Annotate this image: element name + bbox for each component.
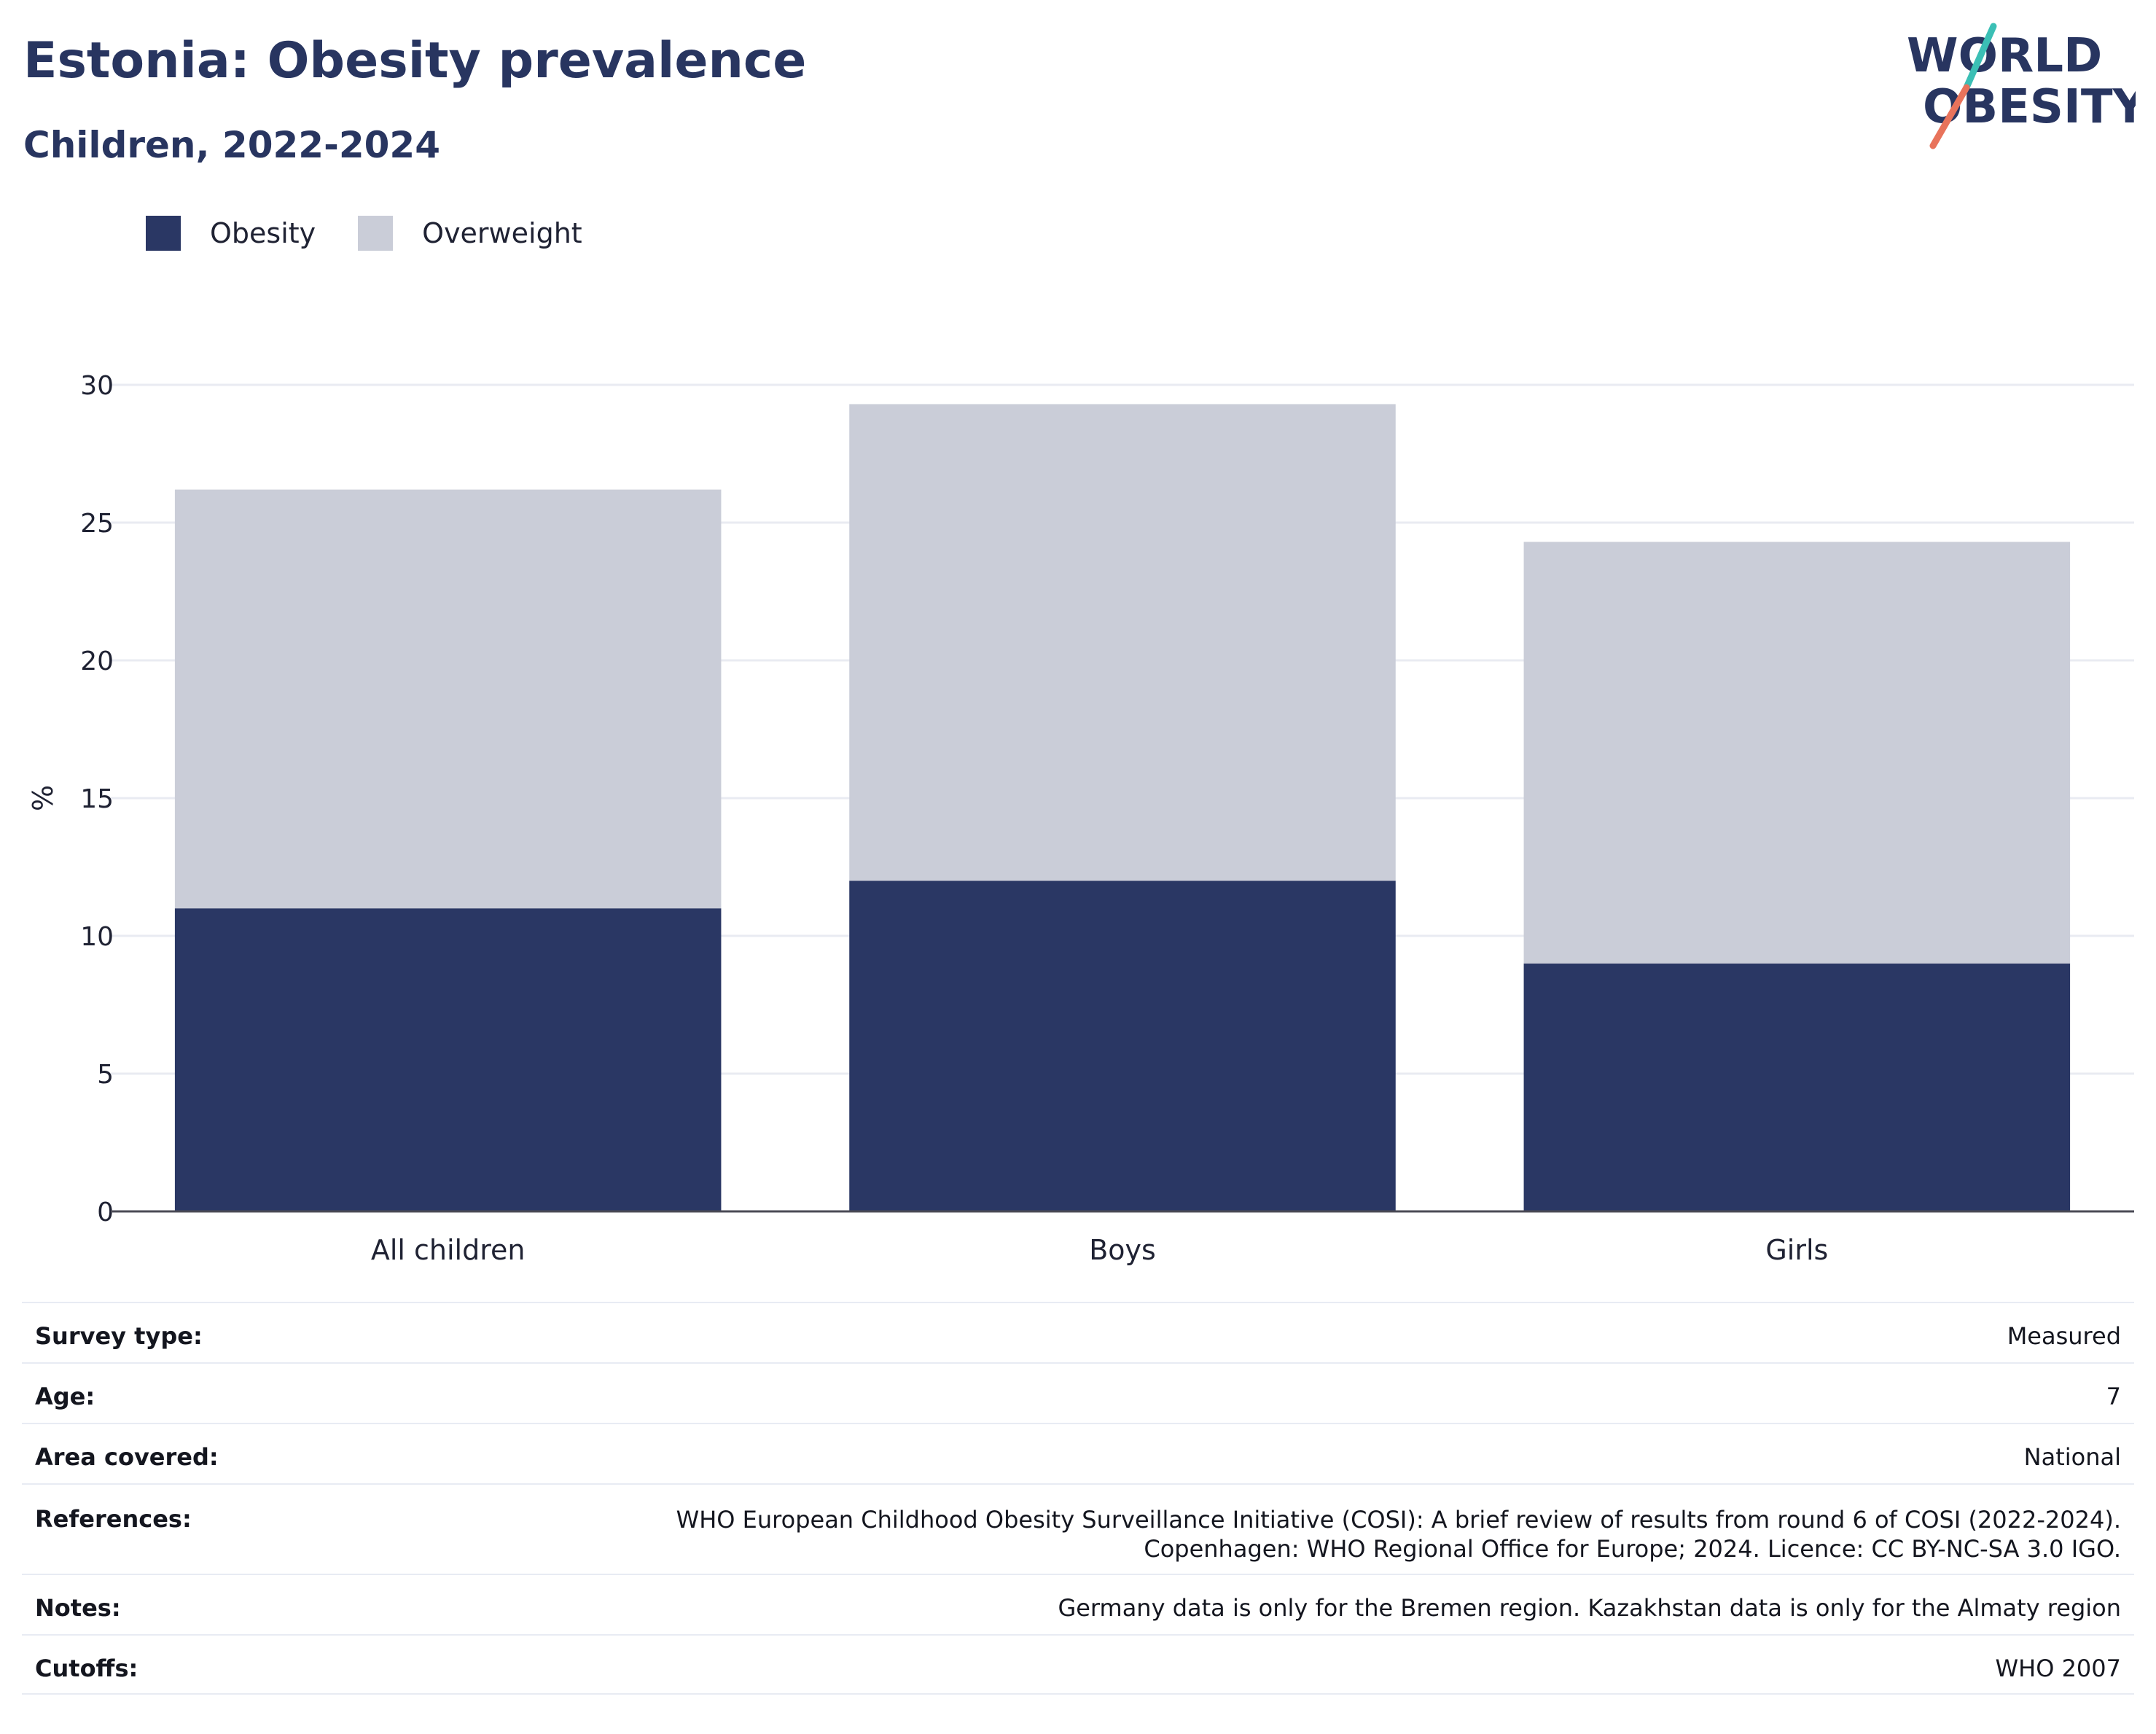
y-tick-label: 30: [80, 371, 114, 401]
details-row-area: Area covered: National: [22, 1423, 2134, 1483]
legend-item-overweight[interactable]: Overweight: [358, 216, 582, 251]
details-label: Age:: [35, 1383, 95, 1410]
details-row-survey-type: Survey type: Measured: [22, 1302, 2134, 1362]
details-label: Area covered:: [35, 1443, 219, 1471]
y-tick-label: 0: [97, 1198, 114, 1227]
y-tick-label: 15: [80, 784, 114, 814]
details-value: WHO 2007: [1995, 1655, 2122, 1682]
logo-slash-top: [1963, 23, 1997, 91]
legend-item-obesity[interactable]: Obesity: [146, 216, 316, 251]
y-axis-label: %: [27, 785, 59, 811]
chart-legend: Obesity Overweight: [146, 216, 625, 251]
details-value: 7: [2106, 1383, 2121, 1410]
bar-overweight-boys: [849, 404, 1396, 881]
details-label: Notes:: [35, 1594, 121, 1622]
bar-overweight-girls: [1523, 542, 2071, 964]
logo-slash-bottom: [1929, 84, 1970, 149]
details-value: National: [2023, 1443, 2121, 1471]
details-row-references: References: WHO European Childhood Obesi…: [22, 1483, 2134, 1574]
details-label: References:: [35, 1505, 192, 1533]
details-value: WHO European Childhood Obesity Surveilla…: [676, 1505, 2121, 1563]
details-label: Survey type:: [35, 1322, 203, 1350]
x-tick-label: Boys: [1089, 1234, 1156, 1266]
logo-line-1: WORLD: [1907, 29, 2102, 83]
legend-swatch-obesity: [146, 216, 181, 251]
page-title: Estonia: Obesity prevalence: [23, 32, 807, 90]
legend-swatch-overweight: [358, 216, 394, 251]
details-row-cutoffs: Cutoffs: WHO 2007: [22, 1634, 2134, 1695]
details-row-notes: Notes: Germany data is only for the Brem…: [22, 1574, 2134, 1634]
x-tick-label: Girls: [1765, 1234, 1828, 1266]
legend-label-overweight: Overweight: [422, 217, 582, 249]
bar-obesity-girls: [1523, 963, 2071, 1211]
y-tick-label: 5: [97, 1060, 114, 1090]
details-table: Survey type: Measured Age: 7 Area covere…: [22, 1302, 2134, 1695]
details-label: Cutoffs:: [35, 1655, 138, 1682]
y-tick-label: 20: [80, 647, 114, 676]
stacked-bar-chart: 0 5 10 15 20 25 30% All children Boys Girls: [27, 371, 2134, 1266]
reference-line-1: WHO European Childhood Obesity Surveilla…: [676, 1506, 2121, 1534]
details-value: Germany data is only for the Bremen regi…: [1058, 1594, 2121, 1622]
bar-obesity-all-children: [174, 908, 722, 1211]
x-tick-label: All children: [371, 1234, 526, 1266]
reference-line-2: Copenhagen: WHO Regional Office for Euro…: [1144, 1535, 2121, 1563]
legend-label-obesity: Obesity: [210, 217, 316, 249]
world-obesity-logo: WORLD OBESITY: [1907, 23, 2136, 149]
bar-overweight-all-children: [174, 489, 722, 909]
details-value: Measured: [2007, 1322, 2121, 1350]
y-tick-label: 25: [80, 509, 114, 539]
details-row-age: Age: 7: [22, 1362, 2134, 1423]
y-tick-label: 10: [80, 922, 114, 952]
page-subtitle: Children, 2022-2024: [23, 124, 440, 166]
bar-obesity-boys: [849, 880, 1396, 1211]
